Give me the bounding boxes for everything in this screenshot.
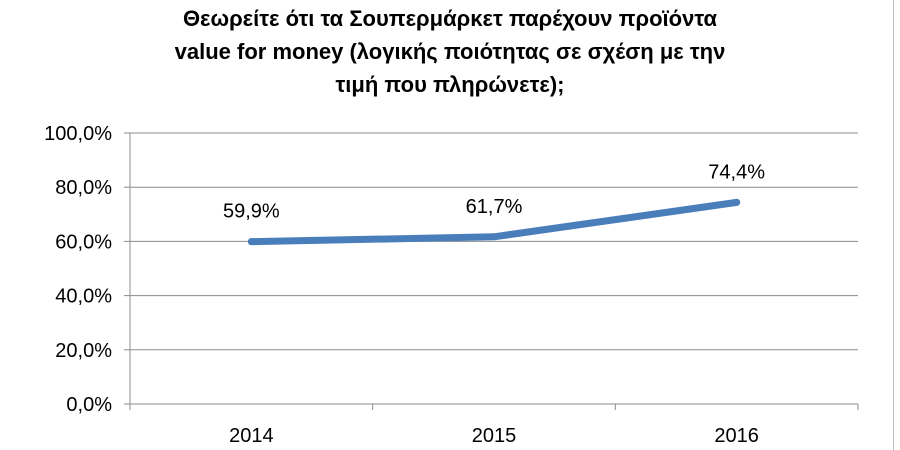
- data-point: [490, 233, 498, 241]
- data-point: [733, 198, 741, 206]
- x-tick-label: 2016: [714, 425, 759, 447]
- frame-border: [893, 0, 894, 450]
- data-label: 59,9%: [223, 201, 280, 223]
- chart-title-line-2: value for money (λογικής ποιότητας σε σχ…: [174, 39, 726, 64]
- x-tick-label: 2014: [229, 425, 274, 447]
- chart-title: Θεωρείτε ότι τα Σουπερμάρκετ παρέχουν πρ…: [60, 2, 840, 101]
- chart-title-line-1: Θεωρείτε ότι τα Σουπερμάρκετ παρέχουν πρ…: [182, 6, 718, 31]
- data-label: 74,4%: [708, 161, 765, 183]
- data-point: [247, 238, 255, 246]
- y-tick-label: 60,0%: [55, 231, 112, 253]
- y-tick-label: 0,0%: [66, 394, 112, 416]
- y-tick-label: 40,0%: [55, 286, 112, 308]
- chart-title-line-3: τιμή που πληρώνετε);: [335, 72, 565, 97]
- y-tick-label: 20,0%: [55, 340, 112, 362]
- data-label: 61,7%: [466, 196, 523, 218]
- x-tick-label: 2015: [472, 425, 517, 447]
- y-tick-label: 80,0%: [55, 177, 112, 199]
- y-tick-label: 100,0%: [44, 123, 112, 145]
